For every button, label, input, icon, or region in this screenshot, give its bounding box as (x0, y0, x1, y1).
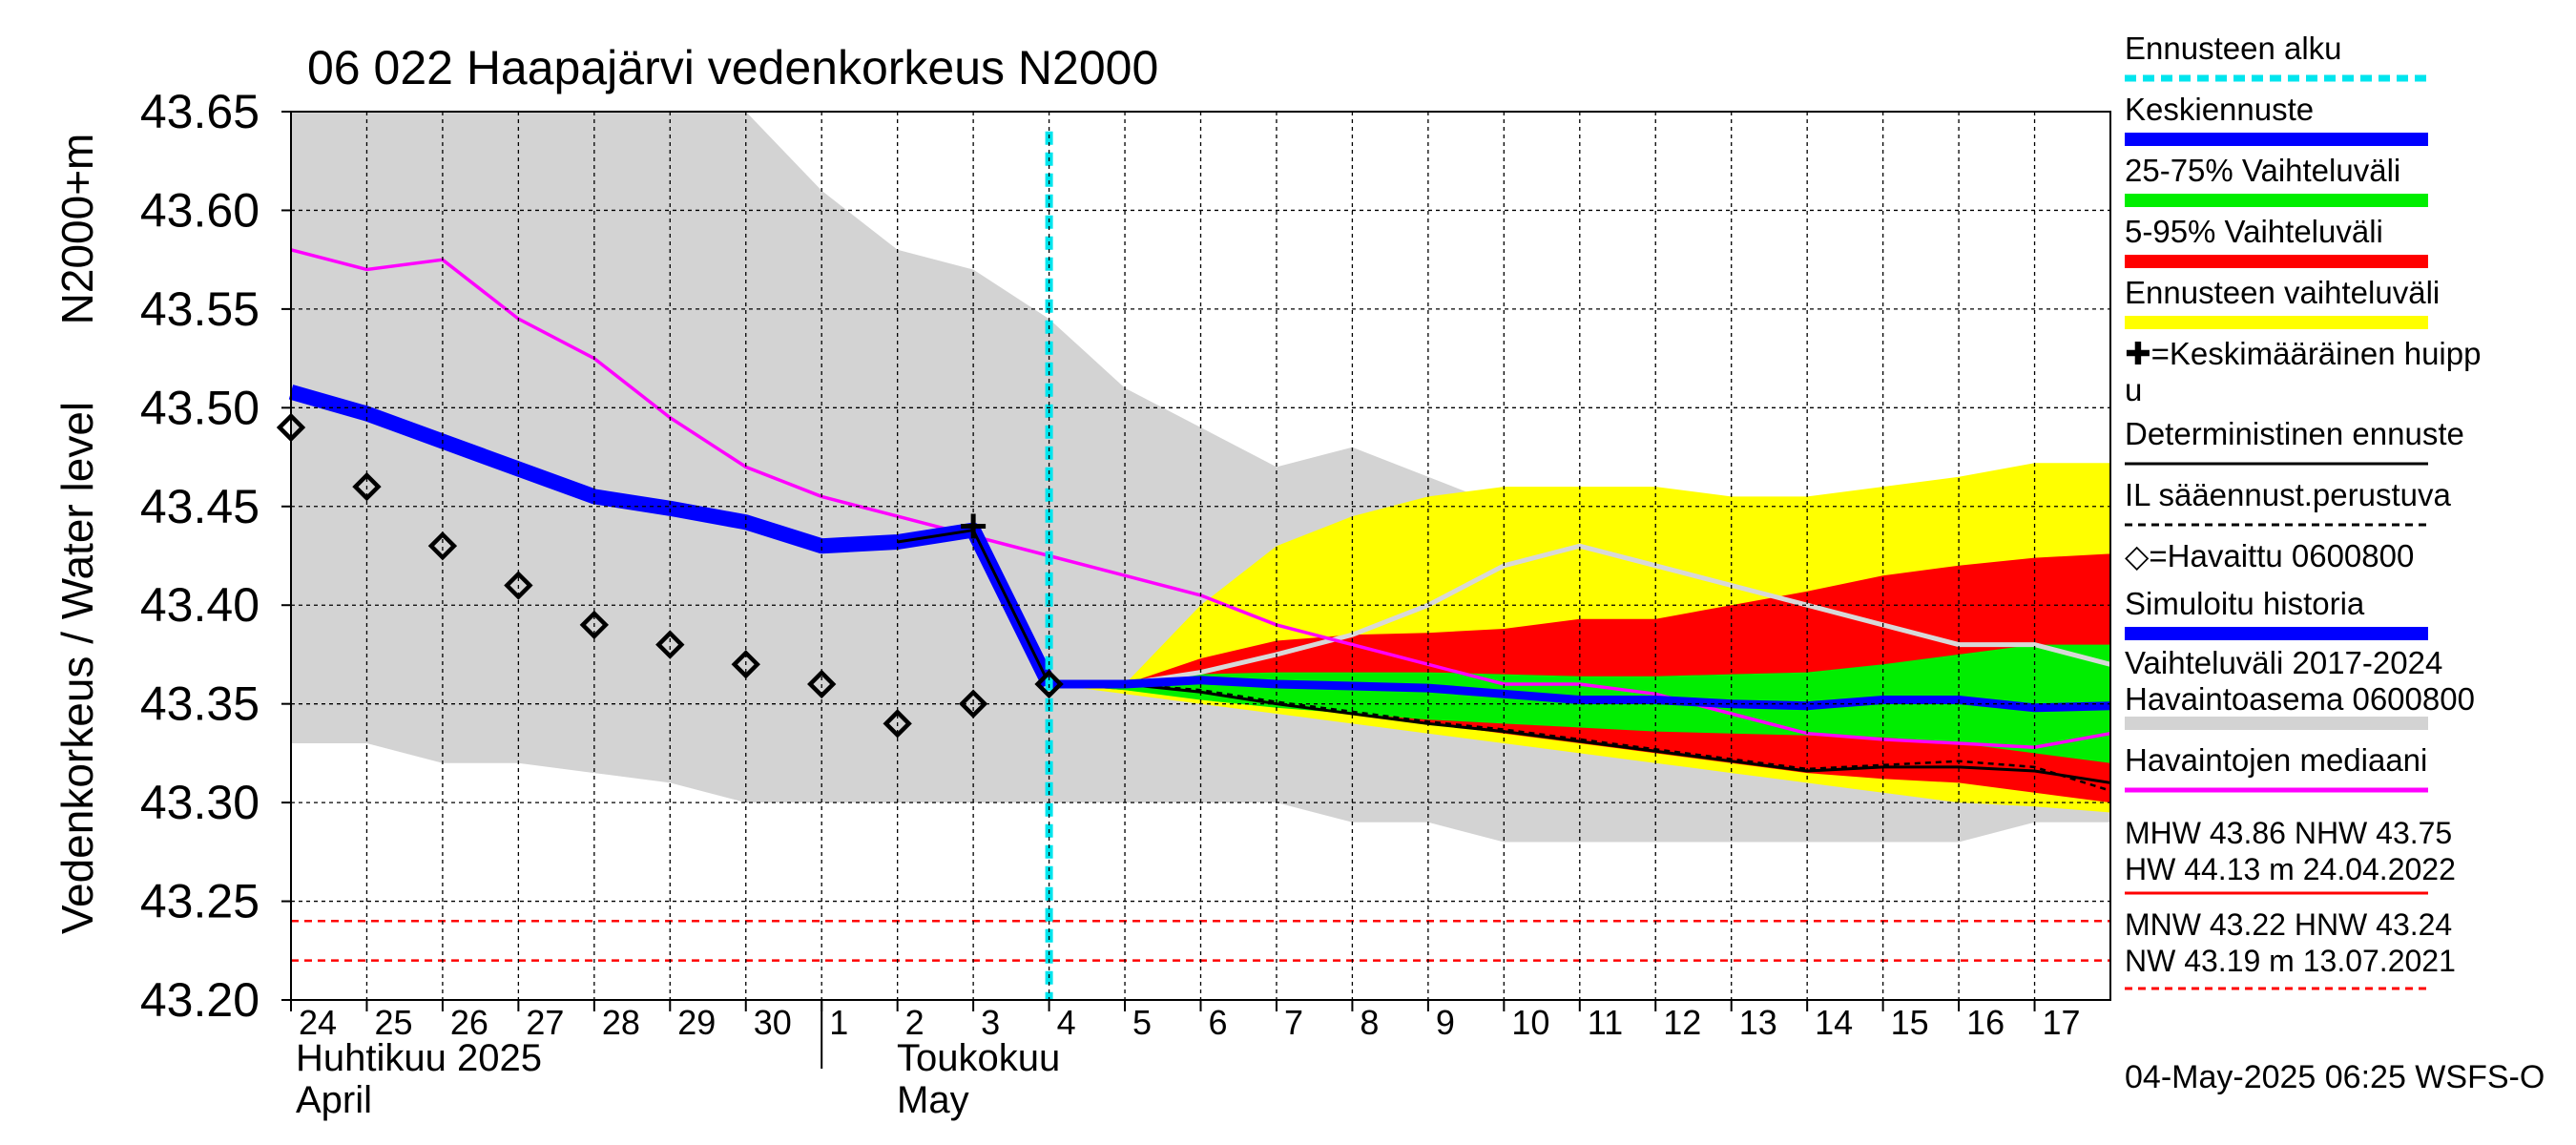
stats-line: MNW 43.22 HNW 43.24 (2125, 907, 2452, 942)
x-tick-label: 27 (526, 1003, 564, 1042)
month-label-fi: Toukokuu (897, 1037, 1060, 1079)
x-tick-label: 25 (374, 1003, 412, 1042)
x-tick-label: 2 (905, 1003, 924, 1042)
stats-line: MHW 43.86 NHW 43.75 (2125, 816, 2452, 850)
il-forecast-line (1049, 543, 2111, 687)
y-tick-label: 43.35 (140, 677, 260, 731)
chart-title: 06 022 Haapajärvi vedenkorkeus N2000 (307, 41, 1158, 94)
legend-item-label: ◇=Havaittu 0600800 (2125, 538, 2414, 573)
x-tick-label: 28 (602, 1003, 640, 1042)
stats-line: NW 43.19 m 13.07.2021 (2125, 944, 2456, 978)
legend-item-label: 5-95% Vaihteluväli (2125, 214, 2383, 249)
legend-item-label: 25-75% Vaihteluväli (2125, 153, 2400, 188)
x-tick-label: 13 (1739, 1003, 1777, 1042)
observed-point (504, 571, 533, 600)
y-tick-label: 43.25 (140, 875, 260, 928)
x-tick-label: 15 (1891, 1003, 1929, 1042)
x-tick-label: 5 (1132, 1003, 1152, 1042)
y-tick-label: 43.40 (140, 578, 260, 632)
y-tick-label: 43.65 (140, 85, 260, 138)
x-tick-label: 24 (299, 1003, 337, 1042)
x-tick-label: 11 (1588, 1003, 1623, 1042)
y-tick-label: 43.30 (140, 776, 260, 829)
legend-item-label: Havaintojen mediaani (2125, 742, 2427, 778)
y-tick-label: 43.50 (140, 381, 260, 434)
legend-item-label: Vaihteluväli 2017-2024 (2125, 645, 2442, 680)
plot-area (276, 112, 2111, 1000)
legend-item-label: Simuloitu historia (2125, 586, 2365, 621)
legend-item-label: Ennusteen alku (2125, 31, 2342, 66)
x-tick-label: 9 (1436, 1003, 1455, 1042)
month-label-en: April (296, 1079, 372, 1121)
x-tick-label: 3 (981, 1003, 1000, 1042)
y-tick-label: 43.45 (140, 480, 260, 533)
x-tick-label: 16 (1966, 1003, 2005, 1042)
observed-point (579, 610, 610, 640)
x-tick-label: 10 (1511, 1003, 1549, 1042)
y-axis-label-primary: Vedenkorkeus / Water level (52, 402, 102, 934)
observed-point (883, 709, 912, 739)
legend: Ennusteen alku Keskiennuste 25-75% Vaihtel… (2125, 31, 2481, 990)
x-tick-label: 12 (1663, 1003, 1701, 1042)
legend-item-label: Deterministinen ennuste (2125, 416, 2464, 451)
y-axis-label-secondary: N2000+m (52, 134, 102, 325)
legend-item-label: ✚=Keskimääräinen huipp (2125, 336, 2481, 371)
legend-item-label: IL sääennust.perustuva (2125, 477, 2451, 512)
x-tick-label: 1 (829, 1003, 848, 1042)
y-tick-label: 43.55 (140, 282, 260, 336)
x-tick-label: 14 (1815, 1003, 1853, 1042)
observed-point (352, 471, 382, 502)
x-tick-label: 6 (1209, 1003, 1228, 1042)
x-tick-label: 7 (1284, 1003, 1303, 1042)
legend-item-label: u (2125, 372, 2142, 407)
x-tick-label: 26 (450, 1003, 488, 1042)
x-tick-label: 17 (2043, 1003, 2081, 1042)
timestamp: 04-May-2025 06:25 WSFS-O (2125, 1059, 2545, 1095)
y-tick-label: 43.20 (140, 973, 260, 1027)
x-tick-label: 30 (754, 1003, 792, 1042)
y-tick-label: 43.60 (140, 183, 260, 237)
stats-line: HW 44.13 m 24.04.2022 (2125, 852, 2456, 886)
x-tick-label: 29 (677, 1003, 716, 1042)
legend-item-label: Ennusteen vaihteluväli (2125, 275, 2440, 310)
observed-point (731, 650, 760, 679)
x-tick-label: 4 (1057, 1003, 1076, 1042)
legend-item-label: Havaintoasema 0600800 (2125, 681, 2475, 717)
month-label-en: May (897, 1079, 969, 1121)
month-label-fi: Huhtikuu 2025 (296, 1037, 542, 1079)
axes: 43.65 43.60 43.55 43.50 43.45 43.40 43.35 43.30… (140, 85, 2111, 1121)
legend-item-label: Keskiennuste (2125, 92, 2314, 127)
x-tick-label: 8 (1360, 1003, 1379, 1042)
